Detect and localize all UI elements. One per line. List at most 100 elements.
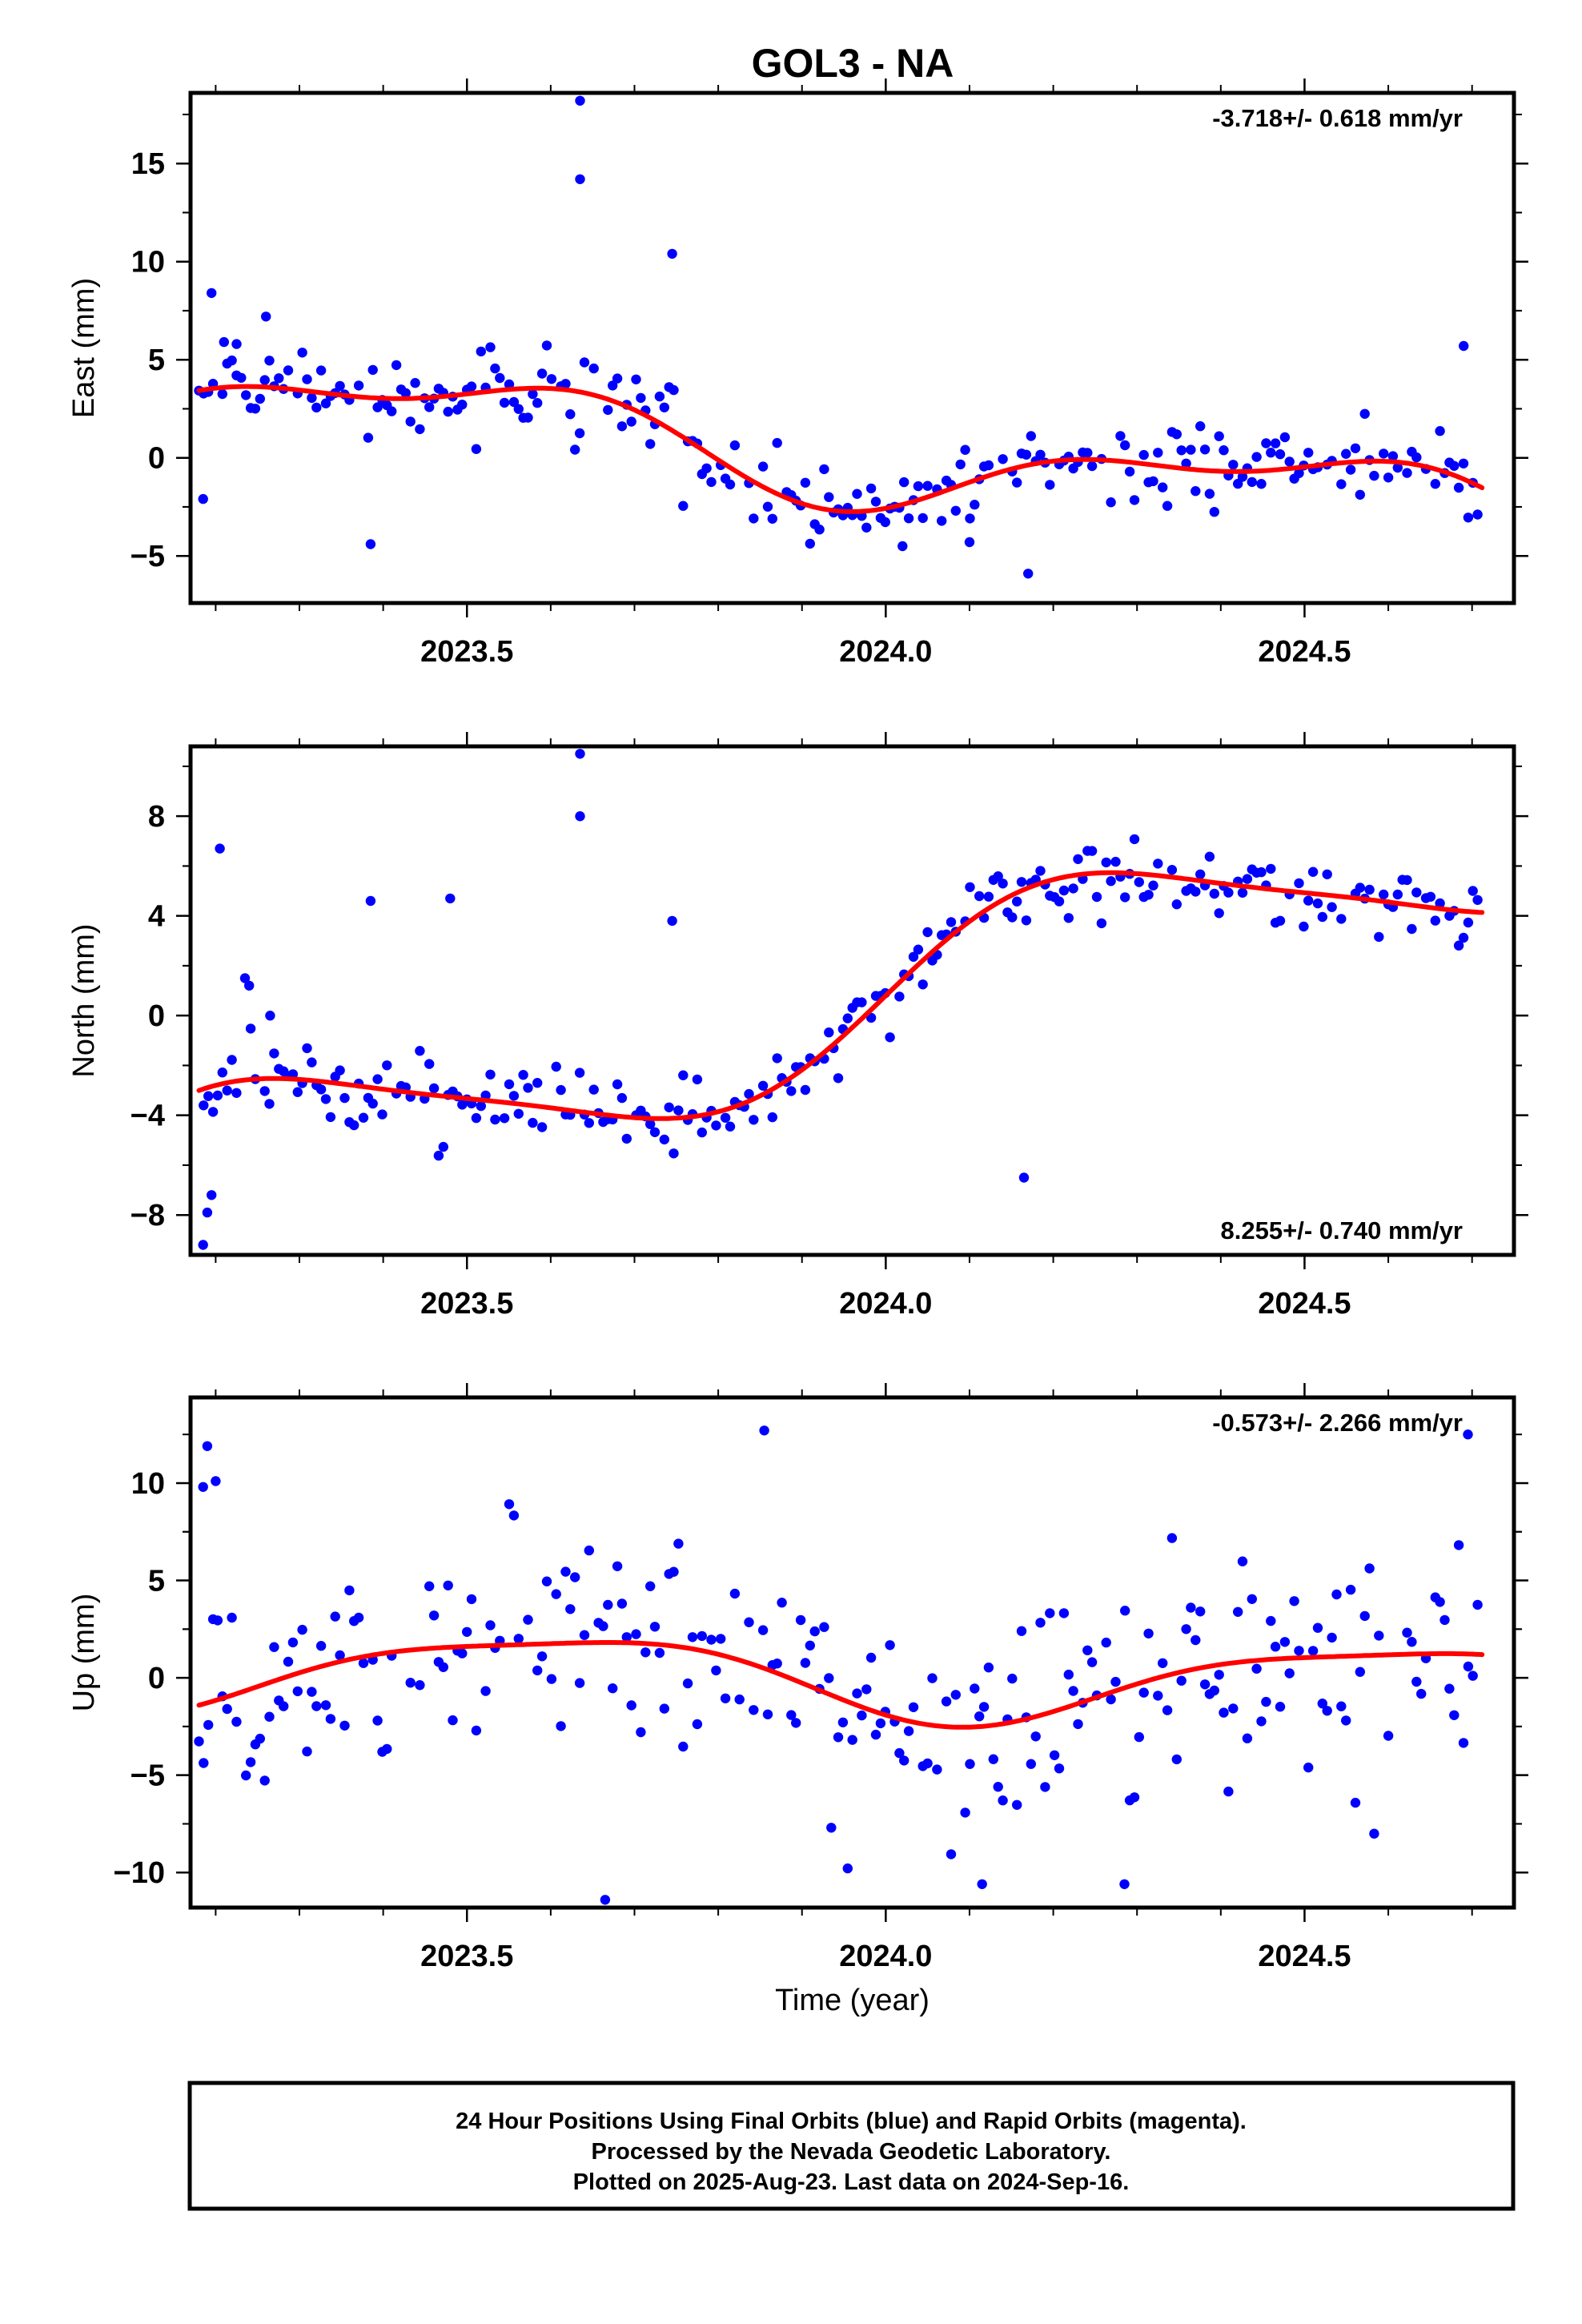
data-point	[716, 1634, 726, 1644]
data-point	[1101, 857, 1111, 868]
data-point	[711, 1120, 721, 1131]
plot-area	[194, 1425, 1485, 1905]
data-point	[1148, 880, 1158, 891]
data-point	[457, 1648, 468, 1659]
data-point	[279, 1701, 289, 1711]
data-point	[1063, 1669, 1074, 1680]
data-point	[759, 1425, 769, 1436]
data-point	[1345, 464, 1356, 475]
data-point	[631, 1629, 641, 1639]
data-point	[1035, 1618, 1046, 1628]
data-point	[988, 1754, 999, 1764]
data-point	[292, 1686, 303, 1697]
data-point	[1209, 1685, 1220, 1696]
data-point	[579, 357, 590, 368]
data-point	[1341, 1715, 1351, 1726]
data-point	[1054, 896, 1065, 907]
data-point	[1407, 1637, 1417, 1647]
data-point	[457, 400, 468, 410]
data-point	[339, 1720, 350, 1731]
data-point	[536, 368, 548, 379]
data-point	[1279, 1637, 1291, 1647]
y-tick-label: 5	[148, 344, 165, 377]
data-point	[584, 1545, 594, 1556]
data-point	[645, 439, 656, 449]
data-point	[311, 402, 322, 413]
data-point	[880, 517, 891, 528]
data-point	[1153, 1691, 1163, 1701]
data-point	[1171, 899, 1182, 910]
data-point	[865, 483, 877, 494]
data-point	[1012, 477, 1022, 488]
data-point	[1199, 444, 1211, 455]
data-point	[720, 1693, 731, 1703]
data-point	[202, 1441, 213, 1452]
data-point	[541, 1576, 552, 1586]
data-point	[1110, 856, 1121, 867]
data-point	[508, 1091, 520, 1101]
data-point	[239, 973, 251, 983]
data-point	[1082, 448, 1093, 458]
data-point	[692, 1719, 703, 1730]
data-point	[960, 444, 970, 455]
data-point	[443, 406, 453, 417]
data-point	[1458, 458, 1469, 468]
data-point	[977, 1879, 987, 1889]
data-point	[1453, 1540, 1464, 1550]
data-point	[621, 1133, 632, 1144]
data-point	[1411, 452, 1422, 463]
data-point	[1275, 915, 1286, 927]
x-tick-label: 2023.5	[420, 635, 513, 669]
data-point	[744, 1617, 754, 1627]
data-point	[612, 1079, 623, 1090]
data-point	[541, 340, 552, 351]
data-point	[490, 363, 500, 374]
data-point	[833, 1732, 844, 1743]
data-point	[1119, 1879, 1130, 1889]
data-point	[983, 460, 994, 471]
data-point	[335, 1650, 345, 1661]
data-point	[1110, 1676, 1121, 1687]
data-point	[1026, 1759, 1037, 1769]
data-point	[1035, 866, 1046, 876]
data-point	[1073, 854, 1083, 865]
data-point	[199, 1758, 209, 1768]
data-point	[1350, 443, 1361, 453]
data-point	[532, 1665, 543, 1676]
data-point	[1040, 1782, 1050, 1792]
data-point	[556, 1084, 566, 1096]
data-point	[443, 1580, 453, 1591]
data-point	[640, 1647, 651, 1658]
data-point	[1261, 1696, 1271, 1707]
data-point	[833, 1073, 844, 1084]
data-point	[1266, 448, 1276, 458]
data-point	[575, 174, 585, 184]
data-point	[579, 1630, 590, 1640]
data-point	[1387, 451, 1399, 461]
data-point	[1355, 489, 1366, 500]
plot-frame	[188, 744, 1516, 1257]
data-point	[1472, 895, 1483, 906]
data-point	[725, 1121, 736, 1132]
data-point	[574, 428, 585, 439]
data-point	[941, 1696, 952, 1707]
data-point	[819, 1622, 829, 1632]
data-point	[476, 1100, 486, 1112]
data-point	[241, 390, 251, 400]
data-point	[1256, 1716, 1267, 1727]
data-point	[1458, 932, 1469, 943]
data-point	[1228, 1703, 1239, 1714]
data-point	[315, 365, 327, 376]
data-point	[626, 1700, 636, 1711]
data-point	[786, 1710, 797, 1720]
data-point	[495, 372, 505, 384]
data-point	[1204, 851, 1215, 862]
data-point	[1435, 1597, 1445, 1607]
data-point	[824, 492, 834, 502]
data-point	[922, 927, 933, 938]
data-point	[950, 1690, 962, 1700]
data-point	[462, 1626, 472, 1638]
data-point	[757, 461, 769, 472]
data-point	[415, 1046, 425, 1056]
data-point	[1256, 479, 1267, 489]
